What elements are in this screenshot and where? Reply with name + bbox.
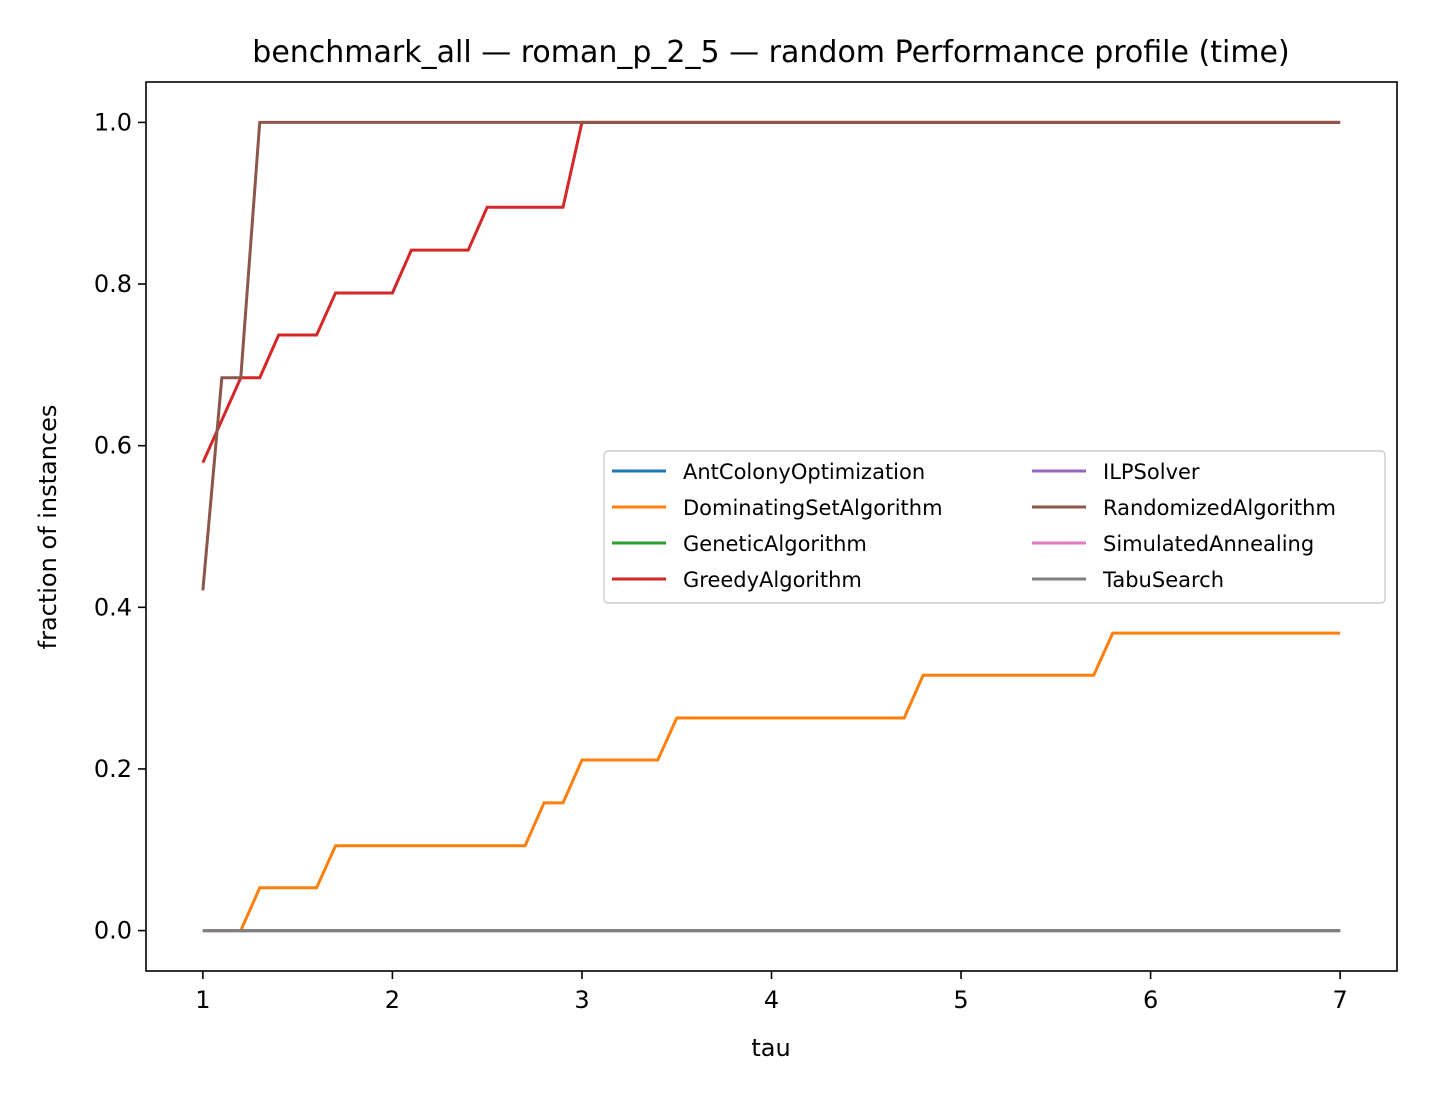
legend-label: GreedyAlgorithm <box>683 568 862 592</box>
x-tick-label: 2 <box>385 986 400 1014</box>
legend-item: GeneticAlgorithm <box>612 532 867 556</box>
x-tick-label: 4 <box>764 986 779 1014</box>
legend-label: AntColonyOptimization <box>683 460 925 484</box>
legend-label: TabuSearch <box>1102 568 1224 592</box>
y-axis-label: fraction of instances <box>34 405 62 650</box>
series-line-randomized-algorithm <box>201 120 1341 591</box>
legend-label: GeneticAlgorithm <box>683 532 867 556</box>
legend-item: ILPSolver <box>1032 460 1200 484</box>
x-tick-label: 7 <box>1332 986 1347 1014</box>
x-tick-label: 6 <box>1143 986 1158 1014</box>
x-tick-label: 3 <box>574 986 589 1014</box>
series-line-dominating-set-algorithm <box>202 631 1341 933</box>
legend-item: TabuSearch <box>1032 568 1224 592</box>
y-tick-label: 0.8 <box>94 270 132 298</box>
legend-label: SimulatedAnnealing <box>1103 532 1314 556</box>
axes-frame <box>145 81 1398 972</box>
x-axis: 1 2 3 4 5 6 7 <box>195 971 1348 1014</box>
legend-item: RandomizedAlgorithm <box>1032 496 1336 520</box>
x-tick-label: 1 <box>195 986 210 1014</box>
y-axis: 0.0 0.2 0.4 0.6 0.8 1.0 <box>94 108 146 945</box>
y-tick-label: 0.4 <box>94 593 132 621</box>
y-tick-label: 0.6 <box>94 432 132 460</box>
legend-label: ILPSolver <box>1103 460 1200 484</box>
x-axis-label: tau <box>751 1034 790 1062</box>
plot-area <box>201 120 1341 933</box>
legend-frame <box>603 450 1386 604</box>
x-tick-label: 5 <box>953 986 968 1014</box>
legend-item: DominatingSetAlgorithm <box>612 496 943 520</box>
legend-label: DominatingSetAlgorithm <box>683 496 943 520</box>
y-tick-label: 0.0 <box>94 917 132 945</box>
legend-item: SimulatedAnnealing <box>1032 532 1314 556</box>
series-line-greedy-algorithm <box>201 120 1341 464</box>
chart-title: benchmark_all — roman_p_2_5 — random Per… <box>252 35 1289 70</box>
y-tick-label: 1.0 <box>94 108 132 136</box>
y-tick-label: 0.2 <box>94 755 132 783</box>
legend-label: RandomizedAlgorithm <box>1103 496 1336 520</box>
legend: AntColonyOptimization DominatingSetAlgori… <box>603 450 1386 604</box>
legend-item: AntColonyOptimization <box>612 460 925 484</box>
legend-item: GreedyAlgorithm <box>612 568 862 592</box>
